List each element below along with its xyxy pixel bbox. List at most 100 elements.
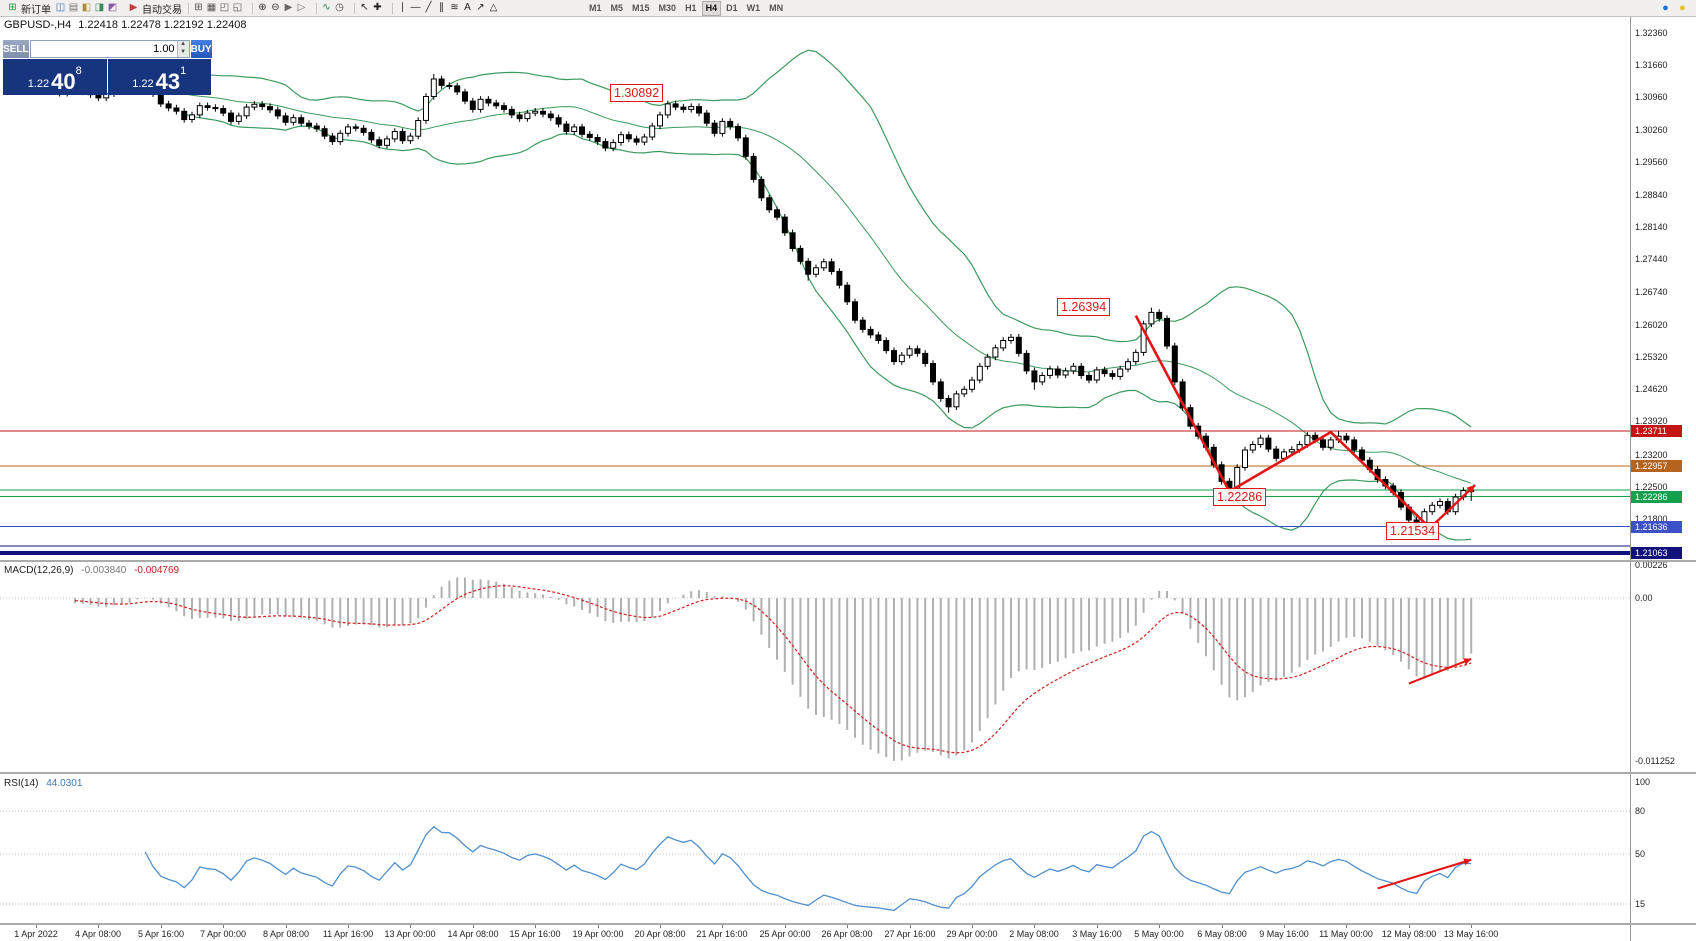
time-tick: 20 Apr 08:00 [634,929,686,939]
text-icon[interactable]: A [464,2,471,13]
buy-price-pip: 1 [180,65,187,77]
time-tick: 5 Apr 16:00 [137,929,185,939]
horizontal-line-icon[interactable]: ― [410,2,421,13]
rsi-label: RSI(14) [4,778,39,789]
volume-box: ▲ ▼ [29,40,190,58]
sell-button[interactable]: SELL [3,40,29,58]
macd-scale-label: -0.011252 [1635,756,1675,766]
time-tick: 1 Apr 2022 [14,929,58,939]
price-annotation[interactable]: 1.21534 [1386,522,1440,540]
volume-input[interactable] [30,41,177,57]
timeframe-W1[interactable]: W1 [746,2,761,13]
cascade-windows-icon[interactable]: ◰ [219,2,230,13]
one-click-trading-widget: SELL ▲ ▼ BUY 1.22 40 8 1.22 43 1 [3,40,212,95]
new-order-label: 新订单 [21,4,51,16]
chart-quote-header: GBPUSD-,H4 1.22418 1.22478 1.22192 1.2240… [4,19,246,31]
shapes-icon[interactable]: △ [489,2,498,13]
macd-panel-splitter[interactable] [0,560,1696,562]
price-tick: 1.28140 [1635,222,1668,232]
sell-price-pip: 8 [75,65,82,77]
symbol-period-label: GBPUSD-,H4 [4,19,72,31]
trendline-icon[interactable]: ╱ [425,2,432,13]
buy-price-prefix: 1.22 [132,77,154,90]
buy-button[interactable]: BUY [190,40,212,58]
timeframe-D1[interactable]: D1 [726,2,738,13]
price-tick: 1.28840 [1635,190,1668,200]
crosshair-icon[interactable]: ✚ [373,2,382,13]
price-tick: 1.25320 [1635,352,1668,362]
timeframe-bar: M1 M5 M15 M30 H1 H4 D1 W1 MN [585,0,787,16]
macd-scale-label: 0.00226 [1635,560,1668,570]
new-order-button[interactable]: ⊞ 新订单 [3,1,54,16]
macd-header: MACD(12,26,9) -0.003840 -0.004769 [4,565,179,576]
vertical-line-icon[interactable]: ∣ [400,2,405,13]
time-tick: 2 May 08:00 [1009,929,1059,939]
time-tick: 11 Apr 16:00 [322,929,374,939]
price-tick: 1.26020 [1635,320,1668,330]
time-axis-splitter[interactable] [0,923,1696,925]
volume-up-icon[interactable]: ▲ [176,41,189,49]
indicators-icon[interactable]: ∿ [322,2,331,13]
sell-price-panel[interactable]: 1.22 40 8 [3,59,107,95]
price-annotation[interactable]: 1.26394 [1057,298,1111,316]
tile-windows-icon[interactable]: ◱ [232,2,243,13]
time-tick: 27 Apr 16:00 [884,929,936,939]
terminal-icon[interactable]: ◨ [94,2,105,13]
data-window-icon[interactable]: ▤ [68,2,79,13]
timeframe-H4[interactable]: H4 [701,0,722,16]
time-tick: 14 Apr 08:00 [447,929,499,939]
rsi-scale-label: 50 [1635,849,1646,859]
community-icon[interactable]: ● [1662,1,1669,14]
price-annotation[interactable]: 1.30892 [610,84,664,102]
channel-icon[interactable]: ∥ [439,2,444,13]
price-axis[interactable]: 1.32360 1.31660 1.30960 1.30260 1.29560 1.288… [1630,16,1696,941]
time-tick: 13 Apr 00:00 [384,929,436,939]
price-tick: 1.30960 [1635,92,1668,102]
cursor-icon[interactable]: ↖ [360,2,369,13]
chart-shift-icon[interactable]: ▷ [297,2,306,13]
timeframe-M5[interactable]: M5 [610,2,624,13]
rsi-scale-label: 15 [1635,899,1646,909]
timeframe-MN[interactable]: MN [769,2,784,13]
time-tick: 4 Apr 08:00 [74,929,122,939]
sell-price-big: 40 [51,69,76,95]
price-tick: 1.29560 [1635,157,1668,167]
volume-down-icon[interactable]: ▼ [176,49,189,57]
timeframe-M1[interactable]: M1 [589,2,602,13]
profiles-icon[interactable]: ▦ [206,2,217,13]
periods-icon[interactable]: ◷ [335,2,344,13]
main-chart-layer [0,49,1630,555]
time-tick: 8 Apr 08:00 [262,929,310,939]
time-tick: 6 May 08:00 [1197,929,1247,939]
time-tick: 13 May 16:00 [1443,929,1499,939]
macd-label: MACD(12,26,9) [4,565,74,576]
zoom-out-icon[interactable]: ⊖ [271,2,280,13]
rsi-panel-splitter[interactable] [0,772,1696,774]
rsi-layer [0,810,1630,912]
new-chart-icon[interactable]: ⊞ [194,2,203,13]
timeframe-M15[interactable]: M15 [632,2,650,13]
time-tick: 3 May 16:00 [1072,929,1122,939]
market-watch-icon[interactable]: ◫ [55,2,66,13]
time-axis[interactable]: 1 Apr 2022 4 Apr 08:00 5 Apr 16:00 7 Apr 00… [0,925,1630,941]
rsi-value: 44.0301 [46,778,83,789]
timeframe-M30[interactable]: M30 [658,2,677,13]
price-annotation[interactable]: 1.22286 [1213,488,1267,506]
auto-scroll-icon[interactable]: ▶ [284,2,293,13]
autotrading-label: 自动交易 [142,4,182,16]
strategy-tester-icon[interactable]: ◩ [107,2,118,13]
fibonacci-icon[interactable]: ≋ [450,2,459,13]
buy-price-panel[interactable]: 1.22 43 1 [107,59,211,95]
price-tick: 1.23920 [1635,416,1668,426]
alert-icon[interactable]: ● [1679,1,1686,14]
timeframe-H1[interactable]: H1 [685,2,697,13]
autotrading-button[interactable]: ▶ 自动交易 [124,1,185,16]
rsi-header: RSI(14) 44.0301 [4,778,82,789]
zoom-in-icon[interactable]: ⊕ [258,2,267,13]
time-tick: 9 May 16:00 [1259,929,1309,939]
macd-layer [0,577,1630,761]
arrows-tool-icon[interactable]: ↗ [476,2,485,13]
price-tick: 1.22500 [1635,482,1668,492]
navigator-icon[interactable]: ◧ [81,2,92,13]
